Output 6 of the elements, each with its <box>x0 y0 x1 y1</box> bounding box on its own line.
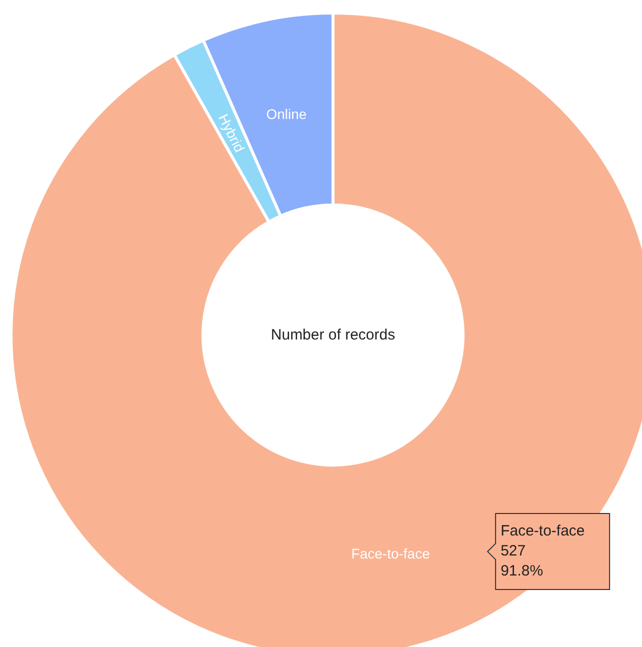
text: 91.8% <box>500 562 544 580</box>
text: Face-to-face <box>500 522 585 540</box>
slice-label: Face-to-face <box>351 546 430 562</box>
slice-label: Online <box>266 106 307 122</box>
text: 527 <box>500 542 526 560</box>
text: Number of records <box>270 326 396 344</box>
